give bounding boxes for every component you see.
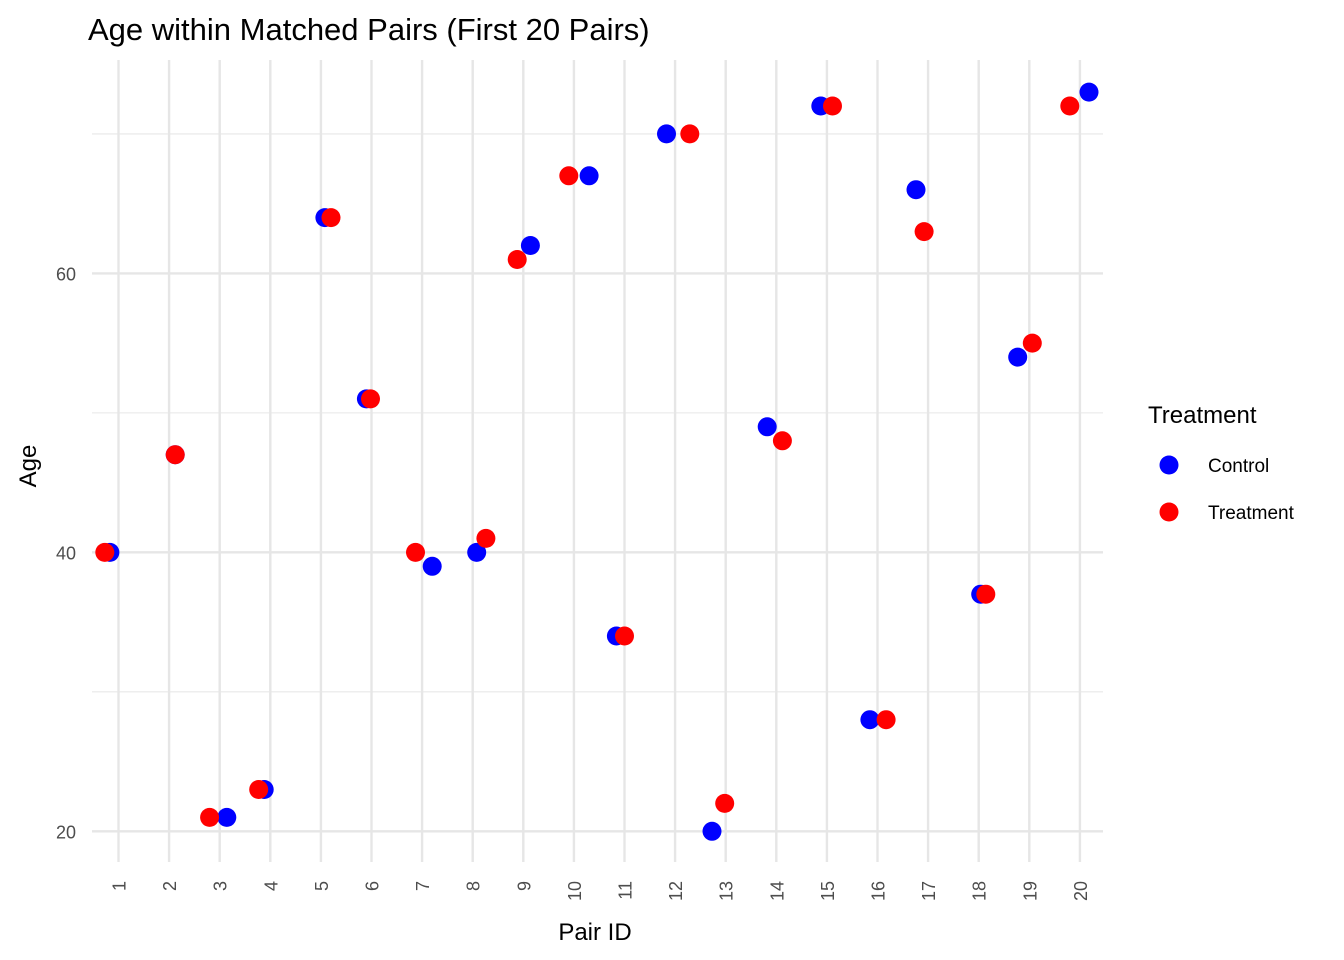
point-treatment-pair-20 (1060, 96, 1080, 116)
y-axis-ticks: 20 40 60 (56, 264, 76, 842)
x-tick-label: 9 (514, 881, 534, 891)
point-control-pair-12 (657, 124, 676, 144)
x-tick-label: 2 (160, 881, 180, 891)
x-tick-label: 17 (919, 881, 939, 901)
legend-key-control (1159, 455, 1179, 475)
x-tick-label: 7 (413, 881, 433, 891)
x-axis-title: Pair ID (558, 919, 631, 946)
point-treatment-pair-10 (559, 166, 579, 186)
legend: Treatment Control Treatment (1148, 402, 1295, 524)
point-treatment-pair-13 (715, 793, 735, 813)
x-tick-label: 10 (565, 881, 585, 901)
point-control-pair-19 (1008, 347, 1028, 367)
point-treatment-pair-6 (361, 389, 380, 409)
x-tick-label: 13 (717, 881, 737, 901)
x-tick-label: 5 (312, 881, 332, 891)
x-tick-label: 11 (616, 881, 636, 900)
chart-title: Age within Matched Pairs (First 20 Pairs… (88, 12, 650, 47)
x-tick-label: 18 (970, 881, 990, 901)
point-treatment-pair-1 (95, 542, 115, 562)
point-control-pair-13 (702, 821, 722, 841)
point-control-pair-3 (217, 807, 237, 827)
x-tick-label: 3 (211, 881, 231, 891)
point-treatment-pair-9 (507, 250, 527, 269)
point-treatment-pair-5 (321, 208, 341, 228)
point-treatment-pair-7 (406, 542, 425, 562)
point-control-pair-9 (520, 236, 540, 255)
legend-title: Treatment (1148, 402, 1257, 429)
y-axis-title: Age (15, 445, 42, 488)
point-treatment-pair-4 (249, 780, 269, 799)
point-control-pair-8 (467, 542, 487, 562)
point-control-pair-10 (579, 166, 599, 186)
legend-label-treatment: Treatment (1208, 503, 1295, 524)
point-control-pair-20 (1079, 82, 1099, 102)
y-tick-label: 60 (56, 264, 76, 284)
x-tick-label: 1 (110, 881, 130, 891)
point-treatment-pair-17 (914, 222, 934, 242)
point-treatment-pair-8 (476, 528, 496, 548)
data-points (95, 82, 1099, 841)
x-tick-label: 4 (261, 881, 281, 891)
point-control-pair-7 (422, 556, 442, 576)
point-treatment-pair-18 (976, 584, 996, 604)
x-tick-label: 15 (818, 881, 838, 901)
legend-label-control: Control (1208, 456, 1269, 477)
point-treatment-pair-11 (615, 626, 634, 646)
y-tick-label: 20 (56, 822, 76, 842)
y-tick-label: 40 (56, 543, 76, 563)
x-tick-label: 6 (363, 881, 383, 891)
point-control-pair-17 (906, 180, 926, 200)
point-treatment-pair-2 (165, 445, 185, 465)
point-treatment-pair-12 (680, 124, 700, 144)
point-treatment-pair-16 (876, 710, 896, 730)
point-control-pair-16 (860, 710, 880, 730)
point-treatment-pair-14 (772, 431, 792, 451)
point-treatment-pair-15 (823, 96, 842, 116)
x-tick-label: 19 (1020, 881, 1040, 901)
grid (92, 60, 1103, 862)
x-tick-label: 12 (666, 881, 686, 901)
x-tick-label: 8 (464, 881, 484, 891)
point-treatment-pair-19 (1022, 333, 1042, 353)
legend-key-treatment (1159, 502, 1179, 522)
point-treatment-pair-3 (200, 807, 220, 827)
x-tick-label: 16 (869, 881, 889, 901)
x-axis-ticks: 1 2 3 4 5 6 7 8 9 10 11 12 13 14 15 16 17 18 19 20 (110, 881, 1091, 901)
x-tick-label: 14 (767, 881, 787, 901)
x-tick-label: 20 (1071, 881, 1091, 901)
point-control-pair-14 (757, 417, 777, 437)
